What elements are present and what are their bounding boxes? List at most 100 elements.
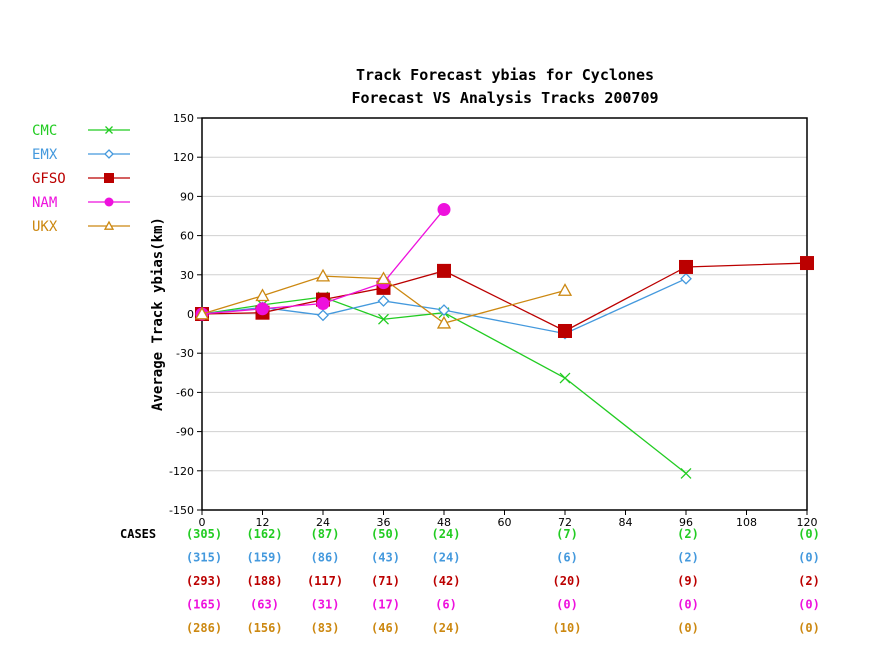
x-tick-label: 60 [498, 516, 512, 529]
cases-value: (63) [250, 598, 279, 612]
cases-label: CASES [120, 527, 156, 541]
x-tick-label: 96 [679, 516, 693, 529]
y-tick-label: 30 [180, 269, 194, 282]
cases-value: (0) [798, 621, 820, 635]
legend-item-nam: NAM [32, 195, 130, 211]
x-tick-label: 48 [437, 516, 451, 529]
cases-value: (24) [432, 551, 461, 565]
legend-label-nam: NAM [32, 195, 57, 211]
series-line-gfso [201, 262, 808, 332]
cases-value: (24) [432, 527, 461, 541]
cases-value: (0) [798, 551, 820, 565]
cases-row-ukx: (286) (156) (83) (46) (24) (10) (0) (0) [186, 621, 820, 635]
cases-value: (71) [371, 574, 400, 588]
legend-marker-gfso [104, 173, 114, 183]
data-point-gfso [800, 256, 814, 271]
y-axis-label: Average Track ybias(km) [150, 217, 166, 411]
cases-value: (24) [432, 621, 461, 635]
data-point-ukx [436, 315, 452, 329]
data-point-cmc [559, 372, 571, 384]
legend-marker-cmc [105, 126, 113, 134]
legend-marker-nam [104, 197, 114, 207]
data-point-emx [438, 304, 450, 316]
series-nam [195, 202, 451, 321]
data-point-emx [317, 309, 329, 322]
data-point-ukx [557, 283, 573, 296]
data-point-ukx [376, 271, 391, 285]
series-layer [194, 202, 814, 479]
cases-value: (286) [186, 621, 222, 635]
x-tick-label: 84 [619, 516, 633, 529]
legend-item-ukx: UKX [32, 219, 130, 235]
grid [202, 156, 807, 472]
y-axis: 150 120 90 60 30 0 -30 -60 -90 -120 -150 [169, 112, 202, 517]
data-point-nam [437, 202, 451, 216]
data-point-emx [680, 272, 692, 285]
cases-value: (9) [677, 574, 699, 588]
y-tick-label: -120 [169, 465, 194, 478]
cases-value: (43) [371, 551, 400, 565]
data-point-cmc [378, 313, 389, 325]
data-point-gfso [558, 323, 572, 338]
y-tick-label: 150 [173, 112, 194, 125]
cases-value: (10) [553, 621, 582, 635]
cases-value: (0) [798, 527, 820, 541]
cases-value: (31) [311, 598, 340, 612]
legend-marker-ukx [103, 220, 115, 230]
cases-row-gfso: (293) (188) (117) (71) (42) (20) (9) (2) [186, 574, 820, 588]
y-tick-label: -90 [176, 426, 194, 439]
series-gfso [195, 256, 814, 338]
data-point-emx [377, 295, 390, 307]
y-tick-label: -60 [176, 386, 194, 399]
cases-value: (6) [556, 551, 578, 565]
x-tick-label: 24 [316, 516, 330, 529]
cases-value: (0) [798, 598, 820, 612]
y-tick-label: 60 [180, 230, 194, 243]
data-point-gfso [437, 263, 451, 278]
legend-label-gfso: GFSO [32, 171, 66, 187]
x-tick-label: 72 [558, 516, 572, 529]
cases-value: (293) [186, 574, 222, 588]
legend-marker-emx [104, 149, 114, 159]
cases-value: (2) [798, 574, 820, 588]
data-point-nam [256, 302, 269, 316]
cases-value: (83) [311, 621, 340, 635]
cases-value: (305) [186, 527, 222, 541]
cases-value: (42) [432, 574, 461, 588]
cases-value: (0) [556, 598, 578, 612]
cases-row-emx: (315) (159) (86) (43) (24) (6) (2) (0) [186, 551, 820, 565]
chart-subtitle: Forecast VS Analysis Tracks 200709 [351, 89, 658, 107]
cases-value: (2) [677, 551, 699, 565]
cases-value: (17) [371, 598, 400, 612]
cases-value: (0) [677, 621, 699, 635]
legend-item-cmc: CMC [32, 123, 130, 139]
cases-value: (156) [246, 621, 282, 635]
cases-value: (6) [435, 598, 457, 612]
data-point-ukx [194, 306, 210, 320]
data-point-gfso [679, 259, 693, 274]
x-tick-label: 120 [797, 516, 818, 529]
cases-row-cmc: (305) (162) (87) (50) (24) (7) (2) (0) [186, 527, 820, 541]
cases-value: (86) [311, 551, 340, 565]
cases-value: (162) [246, 527, 282, 541]
legend-label-emx: EMX [32, 147, 58, 163]
x-tick-label: 12 [256, 516, 270, 529]
x-axis: 0 12 24 36 48 60 72 84 96 108 120 [199, 510, 818, 529]
cases-value: (117) [307, 574, 343, 588]
legend-item-emx: EMX [32, 147, 130, 163]
chart-title: Track Forecast ybias for Cyclones [356, 66, 654, 84]
cases-value: (0) [677, 598, 699, 612]
y-tick-label: 0 [187, 308, 194, 321]
cases-value: (2) [677, 527, 699, 541]
x-tick-label: 108 [736, 516, 757, 529]
legend-label-ukx: UKX [32, 219, 58, 235]
data-point-ukx [255, 288, 270, 302]
cases-value: (50) [371, 527, 400, 541]
cases-value: (7) [556, 527, 578, 541]
y-tick-label: 90 [180, 190, 194, 203]
legend: CMC EMX GFSO NAM UKX [32, 123, 130, 235]
cases-value: (315) [186, 551, 222, 565]
cases-value: (20) [553, 574, 582, 588]
series-emx [196, 272, 692, 340]
